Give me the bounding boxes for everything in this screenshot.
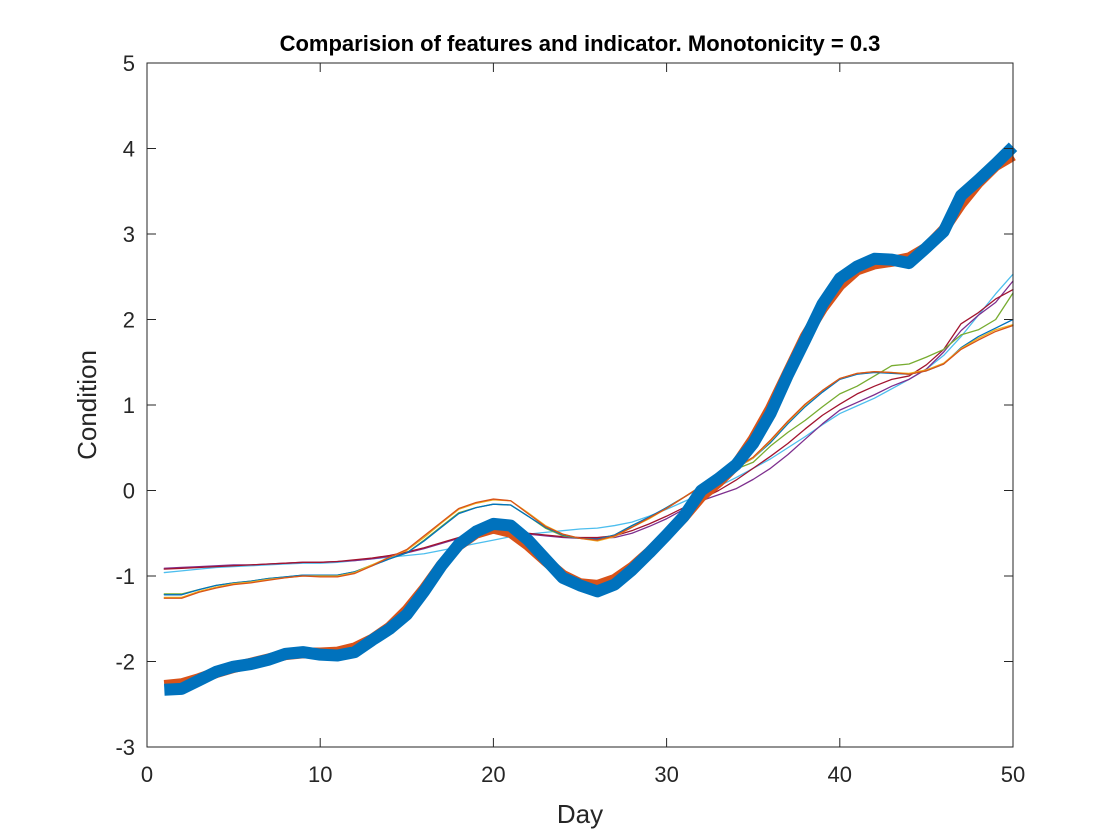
feature-line-4 [163, 288, 1014, 570]
x-tick-label-2: 20 [481, 762, 505, 787]
y-axis-label: Condition [72, 350, 102, 460]
y-tick-label-3: 0 [123, 479, 135, 504]
y-tick-label-0: -3 [115, 735, 135, 760]
y-tick-label-6: 3 [123, 222, 135, 247]
x-tick-label-5: 50 [1001, 762, 1025, 787]
indicator-line-0 [164, 142, 1018, 696]
tick-layer: 0 10 20 30 40 50 -3 -2 -1 0 1 2 3 4 5 [115, 51, 1025, 787]
x-tick-label-3: 30 [654, 762, 678, 787]
feature-line-8 [163, 324, 1014, 599]
y-tick-label-1: -2 [115, 650, 135, 675]
x-tick-label-4: 40 [828, 762, 852, 787]
y-tick-label-8: 5 [123, 51, 135, 76]
feature-line-2 [163, 273, 1014, 574]
x-tick-label-1: 10 [308, 762, 332, 787]
plot-area [147, 63, 1013, 747]
chart-title: Comparision of features and indicator. M… [280, 31, 881, 56]
x-axis-label: Day [557, 799, 603, 829]
x-tick-label-0: 0 [141, 762, 153, 787]
y-tick-label-7: 4 [123, 137, 135, 162]
y-tick-label-2: -1 [115, 564, 135, 589]
y-tick-label-5: 2 [123, 308, 135, 333]
y-tick-label-4: 1 [123, 393, 135, 418]
series-layer [163, 142, 1018, 696]
